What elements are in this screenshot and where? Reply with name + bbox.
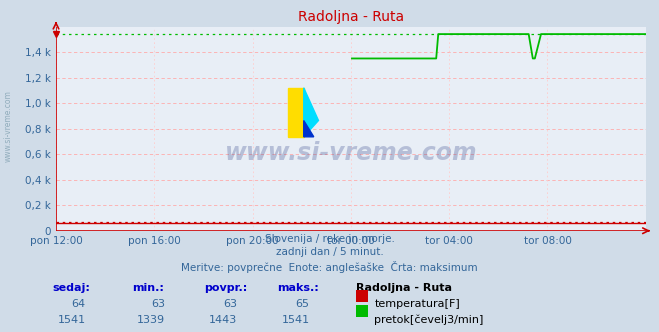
Text: www.si-vreme.com: www.si-vreme.com — [4, 90, 13, 162]
Text: 63: 63 — [223, 299, 237, 309]
Polygon shape — [288, 88, 304, 137]
Text: Radoljna - Ruta: Radoljna - Ruta — [356, 283, 452, 293]
Text: sedaj:: sedaj: — [53, 283, 90, 293]
Text: 63: 63 — [151, 299, 165, 309]
Polygon shape — [304, 121, 314, 137]
Text: 64: 64 — [72, 299, 86, 309]
Text: 1541: 1541 — [57, 315, 86, 325]
Text: povpr.:: povpr.: — [204, 283, 248, 293]
Text: zadnji dan / 5 minut.: zadnji dan / 5 minut. — [275, 247, 384, 257]
Text: 1443: 1443 — [209, 315, 237, 325]
Text: maks.:: maks.: — [277, 283, 318, 293]
Title: Radoljna - Ruta: Radoljna - Ruta — [298, 10, 404, 24]
Text: 1541: 1541 — [281, 315, 310, 325]
Text: min.:: min.: — [132, 283, 163, 293]
Text: pretok[čevelj3/min]: pretok[čevelj3/min] — [374, 315, 484, 325]
Text: Slovenija / reke in morje.: Slovenija / reke in morje. — [264, 234, 395, 244]
Text: www.si-vreme.com: www.si-vreme.com — [225, 141, 477, 165]
Polygon shape — [304, 88, 318, 137]
Text: temperatura[F]: temperatura[F] — [374, 299, 460, 309]
Text: 65: 65 — [296, 299, 310, 309]
Text: Meritve: povprečne  Enote: anglešaške  Črta: maksimum: Meritve: povprečne Enote: anglešaške Črt… — [181, 261, 478, 273]
Text: 1339: 1339 — [136, 315, 165, 325]
